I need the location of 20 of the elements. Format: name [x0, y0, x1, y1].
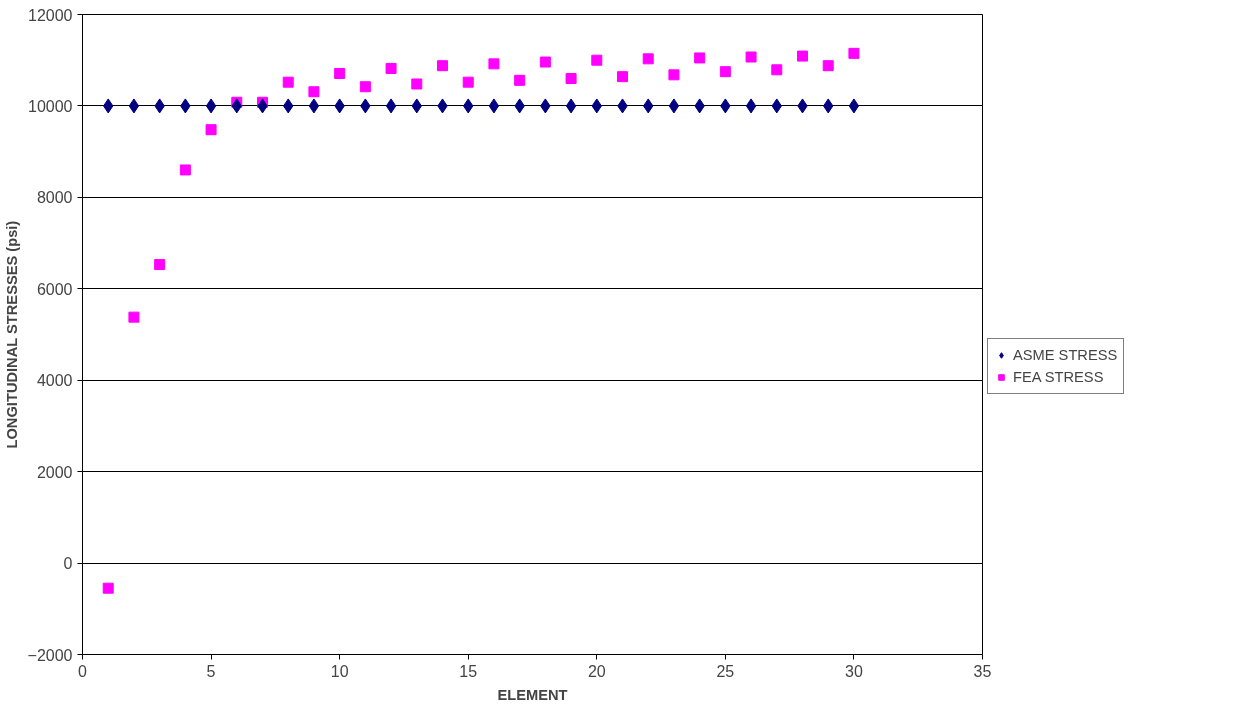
y-tick-label: 4000	[36, 372, 73, 390]
y-tick-label: 10000	[28, 97, 73, 115]
y-axis-title: LONGITUDINAL STRESSES (psi)	[3, 220, 20, 449]
y-tick-label: 6000	[36, 280, 73, 298]
legend-label: FEA STRESS	[1013, 369, 1104, 385]
x-tick-label: 35	[973, 662, 992, 680]
y-tick-label: 0	[63, 555, 73, 573]
x-tick-label: 10	[330, 662, 349, 680]
x-tick-label: 20	[587, 662, 606, 680]
y-tick-label: 12000	[28, 6, 73, 24]
y-tick-label: 8000	[36, 189, 73, 207]
x-tick-label: 25	[716, 662, 735, 680]
y-tick-label: −2000	[27, 646, 73, 664]
x-tick-label: 30	[845, 662, 863, 680]
x-tick-label: 15	[459, 662, 478, 680]
x-tick-label: 5	[206, 662, 216, 680]
y-tick-label: 2000	[36, 463, 73, 481]
x-axis-title: ELEMENT	[497, 686, 568, 703]
x-tick-label: 0	[78, 662, 88, 680]
legend-label: ASME STRESS	[1013, 347, 1118, 363]
